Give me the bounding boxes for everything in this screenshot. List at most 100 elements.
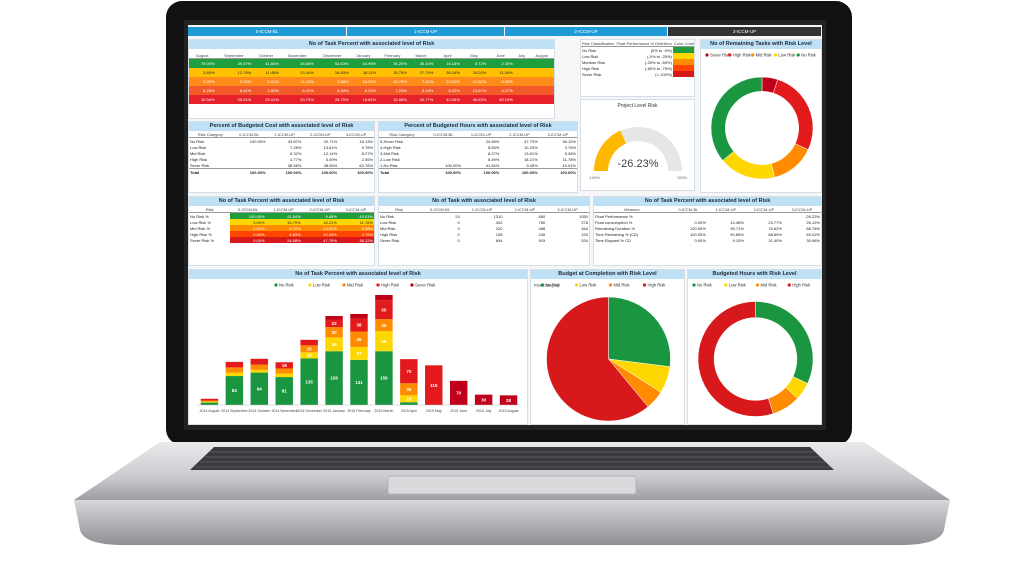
bar-segment — [275, 373, 293, 378]
bar-segment — [225, 372, 244, 377]
table-cell: 16.68% — [377, 95, 408, 104]
legend-swatch — [787, 283, 791, 287]
table-cell: 90.85% — [730, 231, 744, 237]
table-cell: Mid Risk — [380, 225, 396, 231]
table-cell: 11.54% — [487, 68, 514, 77]
column-header: Color Code — [672, 40, 695, 47]
table-cell: 7.28% — [290, 144, 302, 150]
legend-label: Low Risk — [580, 283, 598, 288]
column-header: 3-ICCM-UP — [338, 131, 374, 138]
table-cell: 43.01% — [562, 162, 576, 168]
table-cell: 13.61% — [323, 144, 338, 150]
table-cell: 15.75% — [377, 68, 408, 77]
table-cell: (-50% to -75%) — [644, 65, 672, 71]
data-label: 37 — [356, 351, 362, 356]
table-row: 4-High Risk 8.83% 10.25% 3.76% — [379, 144, 577, 150]
table-row: Total 100.00% 100.00% 100.00% 100.00% — [189, 168, 374, 175]
column-header: 2-ICCM-UP — [500, 131, 539, 138]
table-cell: 108 — [495, 231, 503, 237]
table-cell: 12.79% — [215, 68, 253, 77]
panel-title: No of Task Percent with associated level… — [594, 197, 821, 206]
bar-segment — [350, 331, 368, 348]
table-cell: 1310 — [493, 213, 503, 219]
table-cell: 0.00% — [694, 237, 706, 243]
table-row: High Risk 0 108 246 220 — [379, 231, 589, 237]
column-header: June — [487, 52, 514, 59]
table-cell: 402 — [495, 219, 503, 225]
column-header: 3-ICCM-UP — [546, 206, 589, 213]
legend-label: Sever Risk — [710, 53, 731, 58]
legend-swatch — [410, 283, 414, 287]
key-rows — [195, 451, 830, 468]
dashboard-screen: 0-ICCM-BL 1-ICCM-UP 2-ICCM-UP 3-ICCM-UP No o… — [188, 25, 822, 425]
table-cell: 18.21% — [301, 219, 338, 225]
column-header: 0-ICCM-BL — [669, 206, 707, 213]
gauge-min: -100% — [588, 175, 600, 180]
table-cell: 2.06% — [361, 156, 373, 162]
table-cell: 15.75% — [377, 77, 408, 86]
table-cell: 18.11% — [349, 68, 378, 77]
legend-label: Mid Risk — [756, 53, 773, 58]
table-cell: 27.74% — [407, 68, 435, 77]
data-label: 30 — [332, 330, 338, 335]
table-cell: 49.47% — [215, 58, 253, 68]
table-cell: 464 — [581, 225, 588, 231]
bar-segment — [325, 316, 343, 320]
legend-label: No Risk — [279, 283, 295, 288]
data-table: Risk 0-ICCM-BL 1-ICCM-UP 2-ICCM-UP 3-ICCM-UP… — [189, 206, 374, 243]
donut-slice — [722, 151, 775, 180]
chart: No Risk Low Risk Mid Risk High Risk — [692, 283, 814, 417]
data-table: Risk Category 0-ICCM-BL 1-ICCM-UP 2-ICCM-UP… — [379, 131, 577, 175]
table-cell: 13.61% — [301, 225, 338, 231]
table-cell: 26.10% — [407, 58, 435, 68]
chart: No Risk Low Risk Mid Risk High Risk Sever Ri… — [197, 283, 521, 413]
table-cell — [529, 77, 554, 86]
legend-label: No Risk — [697, 283, 713, 288]
table-cell: 0 — [457, 237, 460, 243]
trackpad — [387, 475, 637, 495]
table-cell: (0% to -0%) — [650, 47, 672, 53]
panel: Project Level Risk -26.23% -100% 100% — [580, 99, 695, 191]
table-cell: 15.79% — [265, 219, 302, 225]
legend-swatch — [376, 283, 380, 287]
legend-swatch — [728, 53, 732, 57]
legend-swatch — [642, 283, 647, 287]
table-cell: 40.06% — [434, 95, 461, 104]
data-label: 115 — [430, 383, 438, 388]
table-cell: 24.58% — [265, 237, 302, 243]
column-header: December — [314, 52, 350, 59]
data-label: 38 — [356, 323, 362, 328]
data-label: 30 — [481, 397, 487, 402]
table-cell: No Risk — [380, 213, 395, 219]
tab: 1-ICCM-UP — [347, 27, 504, 36]
data-label: 135 — [305, 379, 313, 384]
bar-segment — [275, 377, 293, 405]
table-cell: 6.41% — [215, 86, 253, 95]
table-cell: 35.20% — [377, 58, 408, 68]
data-label: 40 — [332, 342, 338, 347]
legend-label: High Risk — [648, 283, 667, 288]
x-tick-label: 2015 June — [450, 409, 467, 413]
panel-title: No of Task Percent with associated level… — [189, 40, 554, 49]
legend-label: Mid Risk — [347, 283, 364, 288]
legend-label: High Risk — [733, 53, 752, 58]
table-cell: 24 — [455, 213, 460, 219]
donut-slice — [773, 79, 814, 151]
donut-slice — [755, 301, 814, 384]
legend-label: Sever Risk — [415, 283, 436, 288]
column-header: 2-ICCM-UP — [302, 131, 339, 138]
table-cell: 13.67% — [460, 86, 488, 95]
table-cell: 95.71% — [730, 225, 744, 231]
table-cell: 3-Mid Risk — [380, 150, 399, 156]
bar-segment — [325, 319, 343, 328]
table-row: Low Risk 0 402 780 278 — [379, 219, 589, 225]
data-label: 18 — [307, 353, 313, 358]
table-row: Mid Risk 6.32% 12.14% 8.27% — [189, 150, 374, 156]
legend-swatch — [608, 283, 613, 287]
bar-segment — [225, 361, 244, 368]
chart: Sever Risk High Risk Mid Risk Low Risk No Ri… — [705, 53, 817, 180]
table-cell: 16.13% — [359, 138, 373, 144]
table-cell: 5.49% — [325, 156, 338, 162]
table-cell: 35.68% — [279, 58, 315, 68]
color-swatch — [672, 53, 694, 59]
